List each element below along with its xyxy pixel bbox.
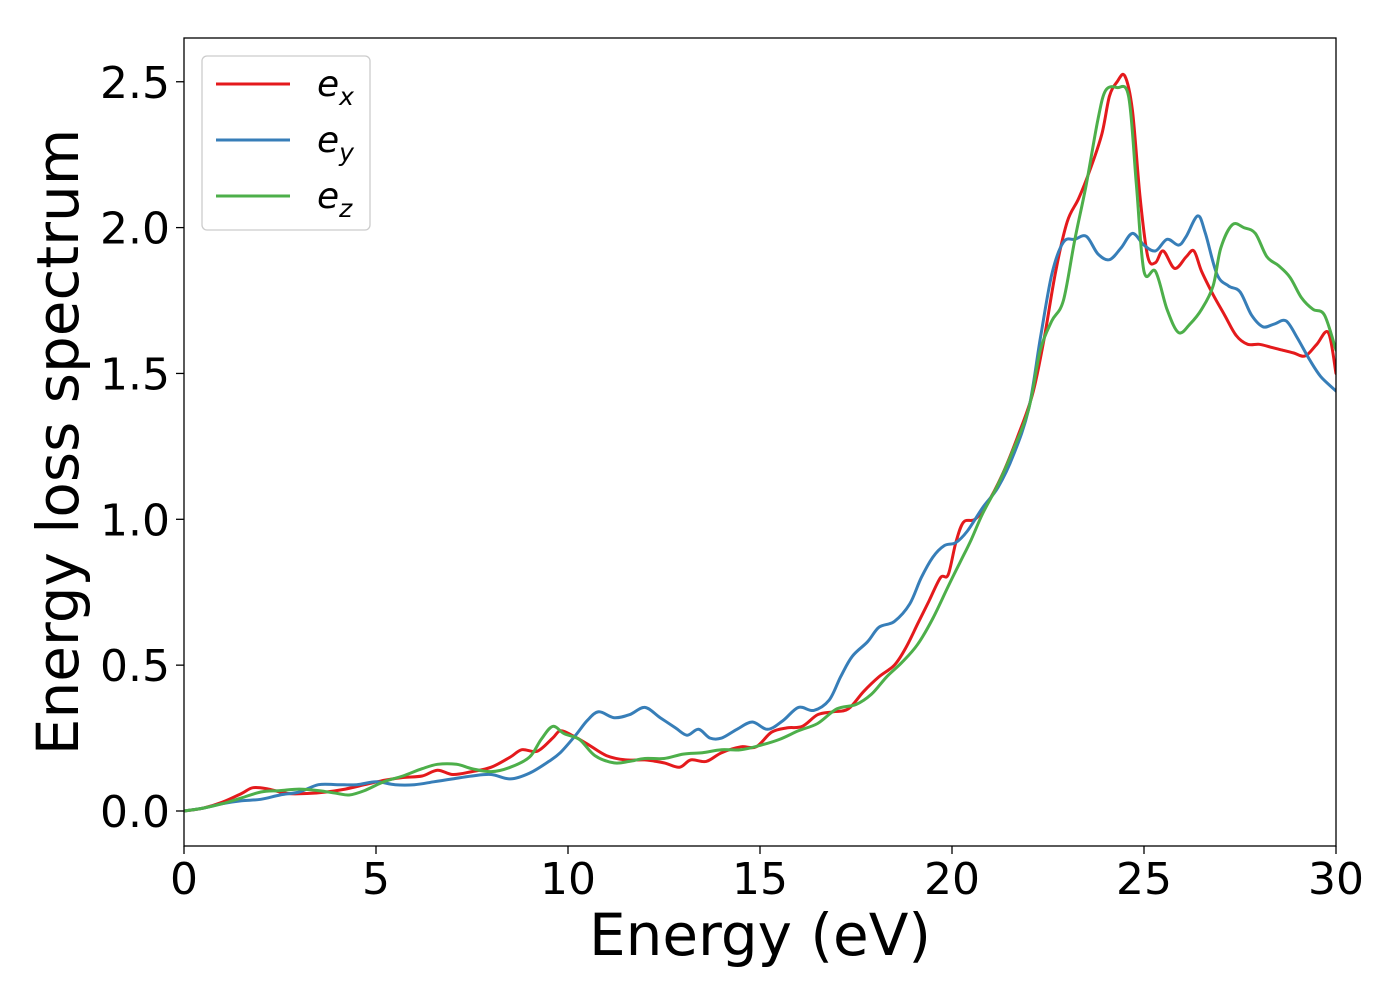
legend-label-z: ez	[317, 176, 353, 223]
x-tick-label: 20	[924, 854, 980, 905]
y-tick-label: 2.0	[100, 204, 170, 255]
x-tick-label: 30	[1308, 854, 1364, 905]
y-tick-label: 0.0	[100, 787, 170, 838]
y-tick-label: 1.0	[100, 495, 170, 546]
legend-label-x: ex	[317, 64, 354, 111]
legend-box	[201, 55, 371, 231]
y-tick-label: 2.5	[100, 58, 170, 109]
series-line-x	[184, 72, 1336, 813]
y-tick-label: 0.5	[100, 641, 170, 692]
x-axis-ticks: 0 5 10 15 20 25 30	[170, 846, 1364, 905]
x-tick-label: 0	[170, 854, 198, 905]
x-tick-label: 5	[362, 854, 390, 905]
series-layer	[184, 72, 1336, 813]
legend: ex ey ez	[201, 55, 371, 231]
legend-label-y: ey	[317, 120, 355, 167]
series-line-y	[184, 214, 1336, 813]
x-axis-label: Energy (eV)	[589, 901, 931, 969]
x-tick-label: 15	[732, 854, 788, 905]
x-tick-label: 10	[540, 854, 596, 905]
y-axis-label: Energy loss spectrum	[24, 129, 92, 755]
x-tick-label: 25	[1116, 854, 1172, 905]
y-axis-ticks: 0.0 0.5 1.0 1.5 2.0 2.5	[100, 58, 184, 838]
series-line-z	[184, 84, 1336, 813]
y-tick-label: 1.5	[100, 349, 170, 400]
